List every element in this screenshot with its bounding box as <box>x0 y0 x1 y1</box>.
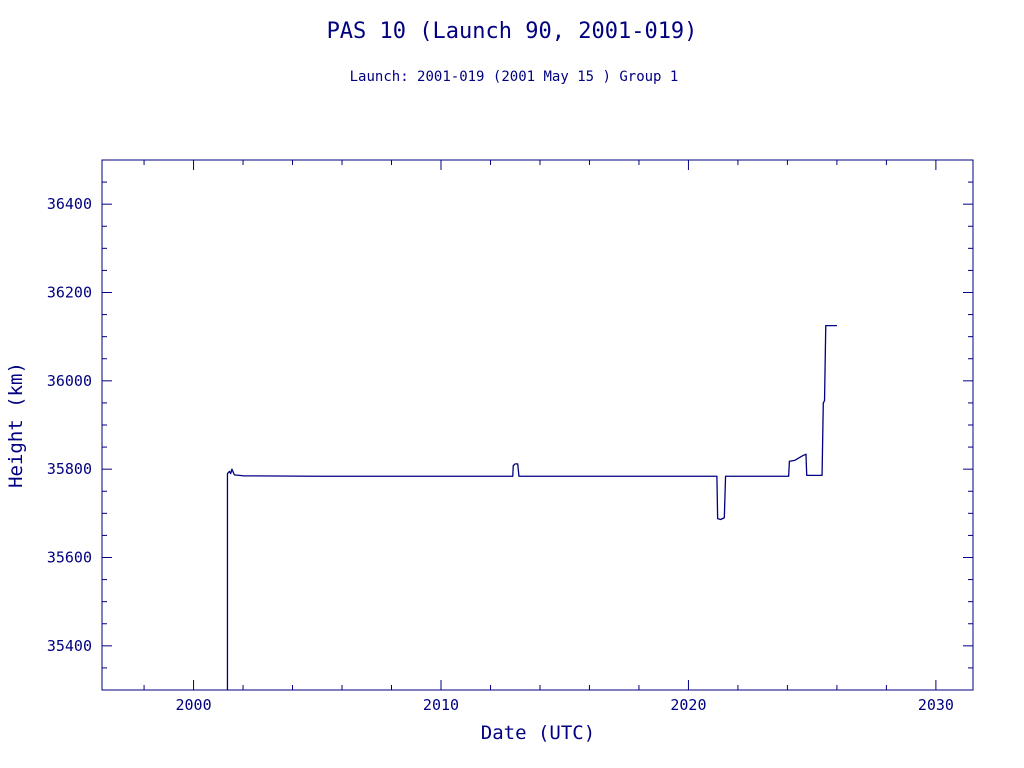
chart-title: PAS 10 (Launch 90, 2001-019) <box>327 19 698 44</box>
y-tick-label: 35600 <box>47 549 92 567</box>
y-axis-tick-labels: 35400 35600 35800 36000 36200 36400 <box>47 195 92 655</box>
y-axis-ticks <box>102 159 973 691</box>
y-tick-label: 35400 <box>47 637 92 655</box>
y-tick-label: 35800 <box>47 460 92 478</box>
series-group <box>226 324 837 690</box>
x-tick-label: 2020 <box>670 696 706 714</box>
x-axis-label: Date (UTC) <box>481 722 595 744</box>
y-tick-label: 36000 <box>47 372 92 390</box>
x-axis-ticks <box>143 160 937 690</box>
y-tick-label: 36400 <box>47 195 92 213</box>
height-series-line <box>226 324 837 690</box>
y-tick-label: 36200 <box>47 284 92 302</box>
x-tick-label: 2010 <box>423 696 459 714</box>
x-axis-tick-labels: 2000 2010 2020 2030 <box>175 696 953 714</box>
x-tick-label: 2030 <box>918 696 954 714</box>
chart-subtitle: Launch: 2001-019 (2001 May 15 ) Group 1 <box>350 69 679 85</box>
y-axis-label: Height (km) <box>5 362 27 488</box>
plot-area-frame <box>101 159 974 691</box>
x-tick-label: 2000 <box>175 696 211 714</box>
